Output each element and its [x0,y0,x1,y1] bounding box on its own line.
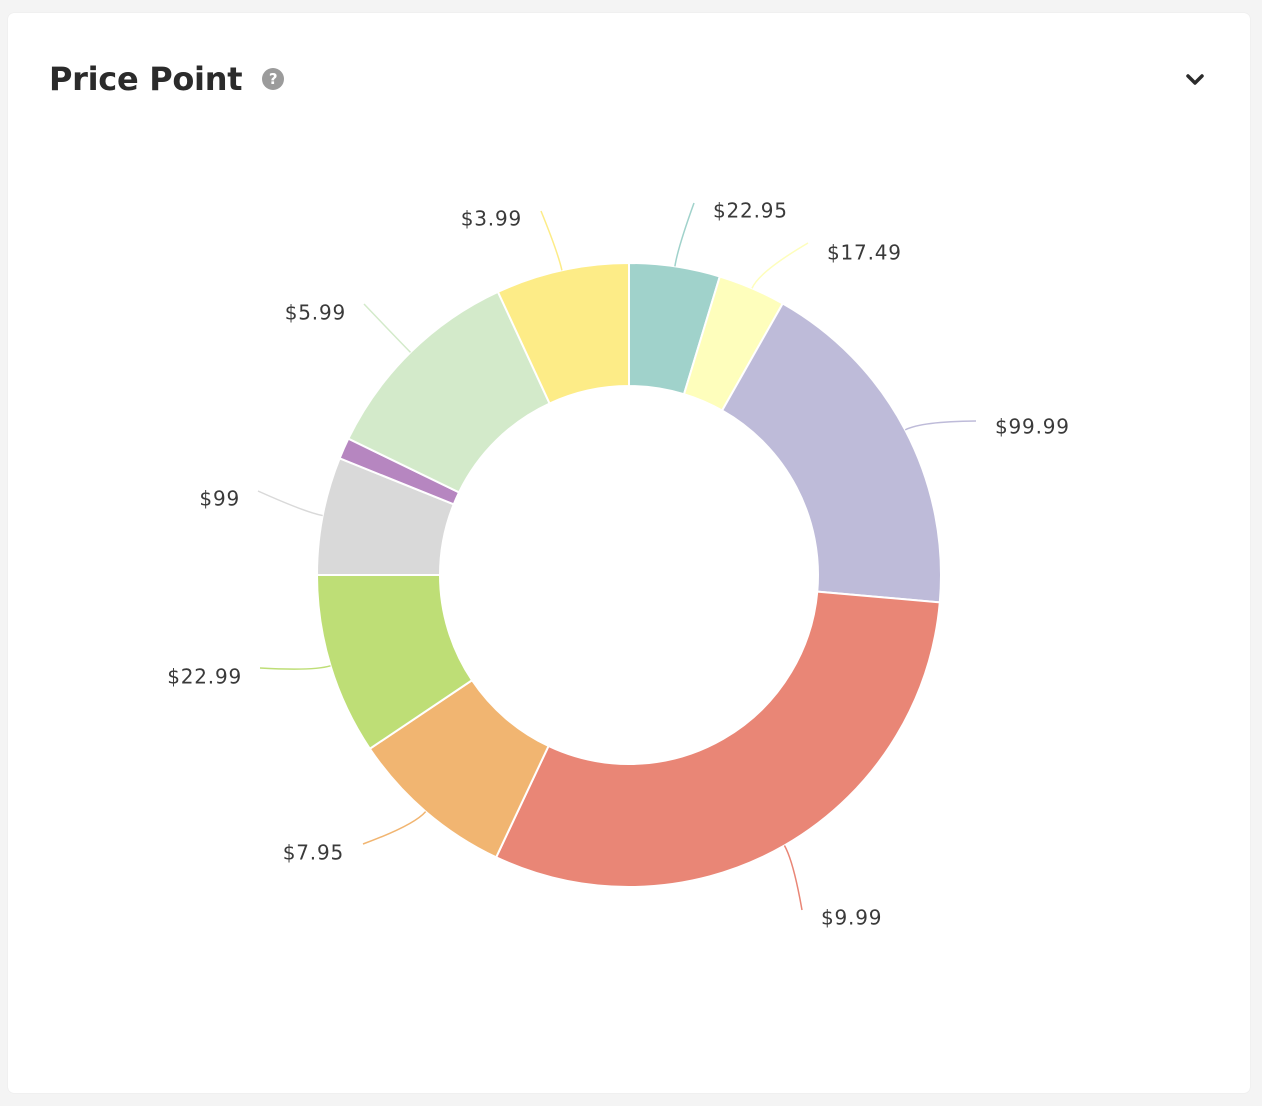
slice-label: $22.99 [167,665,242,689]
donut-chart: $22.95 $17.49 $99.99 $9.99 $7.95 $22.99 $99 $5.… [8,13,1250,1093]
slice-label: $5.99 [285,301,346,325]
slice-connector [751,242,809,289]
slice-label: $9.99 [821,906,882,930]
slice-connector [362,811,427,845]
slice-label: $17.49 [827,241,902,265]
slice-label: $99 [199,487,240,511]
slice-label: $99.99 [995,415,1070,439]
slice-label: $3.99 [461,207,522,231]
donut-slice[interactable] [494,590,941,888]
card-header: Price Point ? [49,59,1210,99]
slice-connector [363,303,412,353]
slice-connector [259,665,331,670]
chevron-down-icon[interactable] [1180,65,1210,95]
card-title: Price Point [49,60,243,98]
donut-slice[interactable] [720,302,942,604]
slice-label: $22.95 [713,199,788,223]
slice-label: $7.95 [283,841,344,865]
slice-connector [540,210,563,271]
question-circle-icon[interactable]: ? [262,68,285,90]
slice-connector [674,202,695,267]
slice-connector [783,845,803,911]
slice-connector [257,490,323,517]
donut-chart-svg: $22.95 $17.49 $99.99 $9.99 $7.95 $22.99 $99 $5.… [167,199,1070,930]
price-point-card: Price Point ? $22.95 $17.49 $99.99 $9.99 $7.… [8,13,1250,1093]
slice-connector [904,420,977,431]
donut-slice[interactable] [496,261,630,405]
